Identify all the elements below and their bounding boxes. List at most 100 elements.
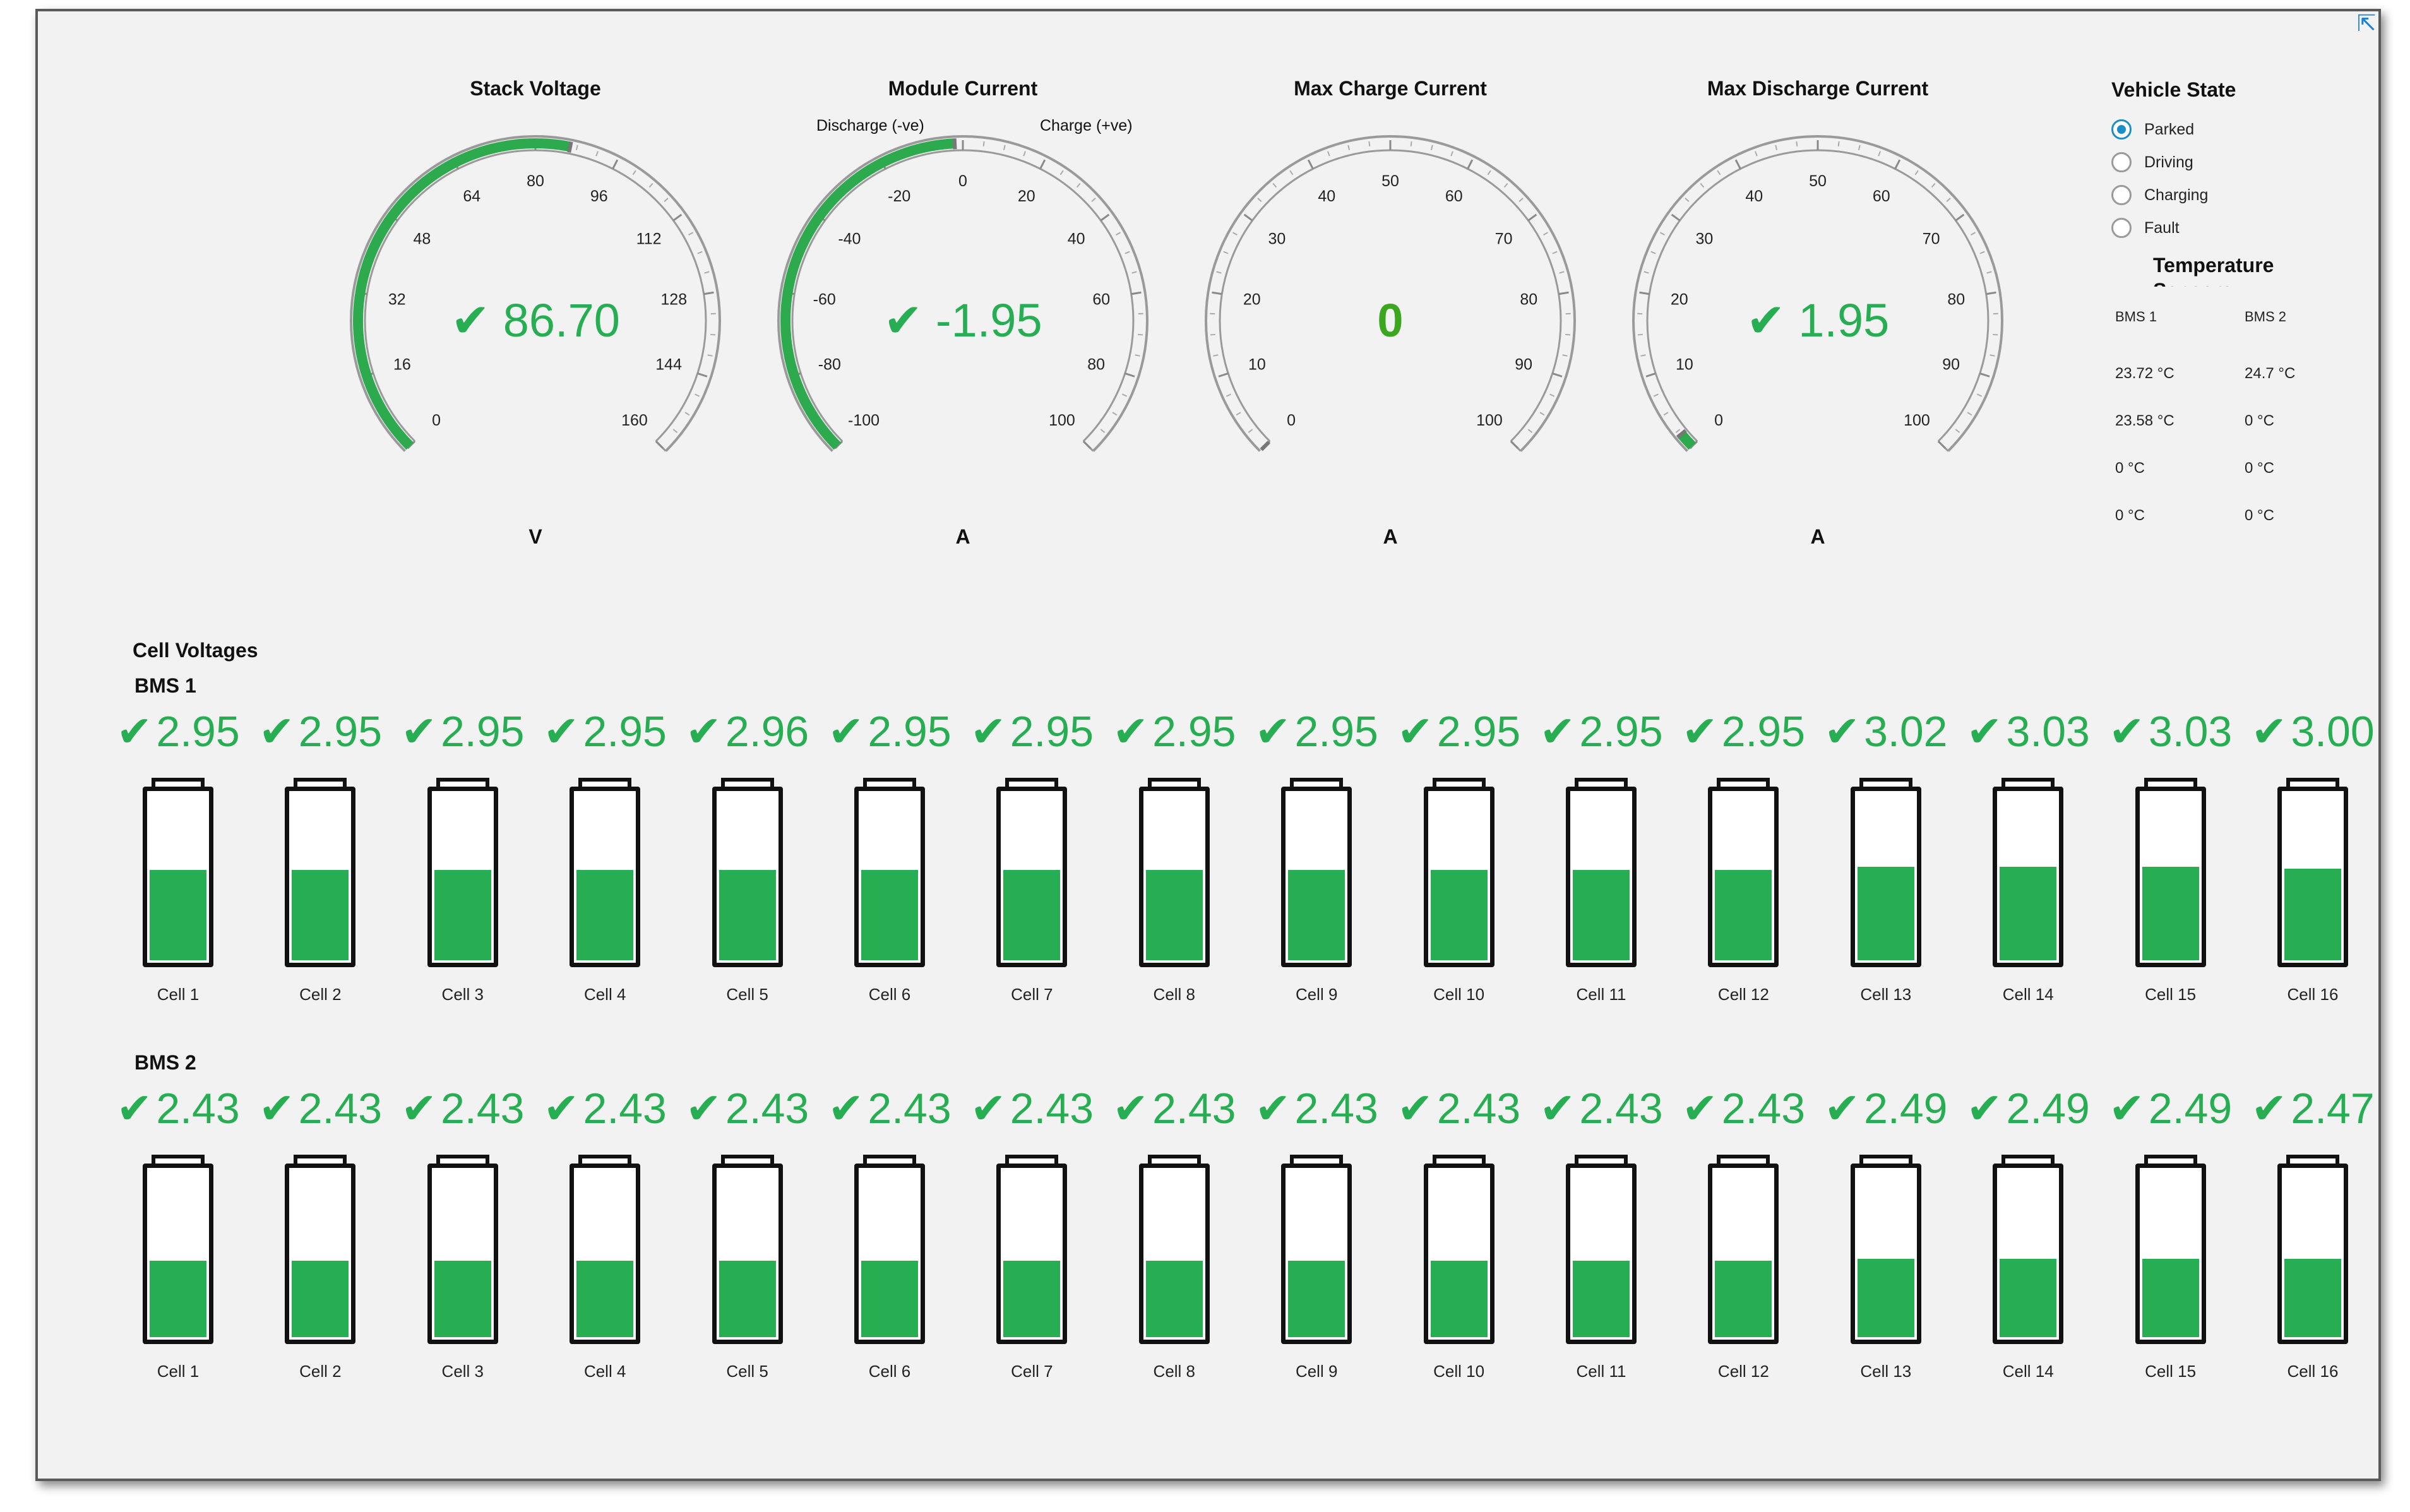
check-icon: ✔	[828, 708, 864, 756]
battery-icon	[1850, 787, 1921, 967]
check-icon: ✔	[1255, 708, 1291, 756]
cell-voltage-number: 2.43	[441, 1085, 525, 1133]
popout-arrow-icon[interactable]: ⇱	[2356, 10, 2377, 36]
max-charge-current-minor-tick	[1213, 354, 1219, 357]
check-icon: ✔	[1824, 1085, 1861, 1133]
max-charge-current-major-tick	[1307, 159, 1314, 170]
battery-level-fill	[2142, 1258, 2199, 1337]
max-discharge-current-major-tick	[1894, 159, 1901, 170]
cell-label: Cell 7	[1011, 1362, 1053, 1381]
cell-label: Cell 9	[1295, 985, 1338, 1004]
module-current-discharge-label: Discharge (-ve)	[816, 117, 924, 134]
radio-option-charging[interactable]: Charging	[2111, 182, 2208, 208]
radio-button[interactable]	[2111, 152, 2132, 172]
max-discharge-current-major-tick	[1955, 213, 1965, 222]
cell-voltage-number: 2.43	[156, 1085, 240, 1133]
stack-voltage-minor-tick	[575, 145, 578, 150]
cell-voltage-value: ✔2.49	[2101, 1084, 2240, 1134]
radio-option-driving[interactable]: Driving	[2111, 150, 2193, 175]
check-icon: ✔	[1255, 1085, 1291, 1133]
cell-voltage-value: ✔2.43	[1390, 1084, 1529, 1134]
radio-option-parked[interactable]: Parked	[2111, 117, 2194, 142]
cell-voltage-value: ✔2.43	[678, 1084, 817, 1134]
battery-terminal	[578, 1155, 632, 1165]
max-charge-current-tick-label: 40	[1318, 188, 1335, 205]
stack-voltage-value: 86.70	[503, 294, 620, 347]
cell-label: Cell 3	[441, 985, 484, 1004]
radio-button[interactable]	[2111, 119, 2132, 140]
module-current-tick-label: 40	[1068, 230, 1085, 248]
battery-icon	[712, 1164, 783, 1344]
module-current-minor-tick	[1023, 151, 1026, 157]
battery-icon	[1281, 787, 1352, 967]
cell-voltage-value: ✔2.95	[1532, 707, 1671, 757]
max-charge-current-minor-tick	[1232, 232, 1238, 236]
module-current-tick-label: 60	[1092, 290, 1110, 308]
max-charge-current-major-tick	[1467, 159, 1474, 170]
check-icon: ✔	[685, 1085, 722, 1133]
module-current-inner-rim	[791, 149, 1135, 442]
cell-voltage-value: ✔2.49	[1959, 1084, 2097, 1134]
stack-voltage-minor-tick	[672, 429, 678, 433]
module-current-minor-tick	[1059, 170, 1064, 176]
battery-icon	[2135, 787, 2206, 967]
stack-voltage-tick-label: 64	[463, 188, 480, 205]
battery-terminal	[1290, 778, 1344, 788]
cell-voltage-value: ✔2.95	[1674, 707, 1813, 757]
cell-voltage-value: ✔2.95	[109, 707, 248, 757]
check-icon: ✔	[451, 294, 503, 347]
radio-option-fault[interactable]: Fault	[2111, 215, 2180, 241]
battery-level-fill	[1003, 870, 1061, 960]
battery-icon	[2277, 787, 2348, 967]
max-discharge-current-value-readout: ✔ 1.95	[1746, 294, 1890, 347]
battery-icon	[285, 787, 356, 967]
temperature-column-header: BMS 2	[2245, 309, 2287, 324]
battery-level-fill	[1003, 1260, 1061, 1337]
battery-level-fill	[292, 1260, 349, 1337]
battery-icon	[2277, 1164, 2348, 1344]
check-icon: ✔	[883, 294, 936, 347]
radio-button[interactable]	[2111, 218, 2132, 238]
module-current-minor-tick	[1003, 145, 1006, 150]
cell-voltage-number: 2.95	[1436, 708, 1521, 756]
module-current-minor-tick	[1076, 182, 1081, 188]
radio-button[interactable]	[2111, 185, 2132, 205]
cell-voltage-value: ✔2.47	[2243, 1084, 2382, 1134]
battery-level-fill	[2142, 867, 2199, 960]
cell-voltage-value: ✔2.95	[1390, 707, 1529, 757]
battery-level-fill	[1145, 1260, 1203, 1337]
module-current-unit: A	[955, 525, 970, 548]
stack-voltage-minor-tick	[595, 151, 599, 157]
cell-label: Cell 1	[157, 985, 200, 1004]
stack-voltage-tick-label: 128	[660, 290, 687, 308]
module-current-tick-label: -80	[818, 356, 841, 374]
max-charge-current-minor-tick	[1503, 182, 1508, 188]
cell-label: Cell 3	[441, 1362, 484, 1381]
battery-icon	[1850, 1164, 1921, 1344]
battery-level-fill	[1715, 1260, 1772, 1337]
battery-terminal	[1147, 1155, 1201, 1165]
check-icon: ✔	[1824, 708, 1861, 756]
cell-voltage-value: ✔2.43	[251, 1084, 390, 1134]
cell-voltage-value: ✔3.03	[2101, 707, 2240, 757]
cell-label: Cell 2	[299, 1362, 342, 1381]
max-charge-current-tick-label: 70	[1495, 230, 1513, 248]
cell-voltage-number: 2.43	[1010, 1085, 1094, 1133]
battery-icon	[1993, 787, 2064, 967]
max-discharge-current-tick-label: 40	[1745, 188, 1763, 205]
max-discharge-current-major-tick	[1937, 440, 1947, 449]
module-current-major-tick	[1100, 213, 1110, 222]
check-icon: ✔	[116, 1085, 153, 1133]
max-discharge-current-title: Max Discharge Current	[1707, 77, 1929, 100]
cell-voltage-number: 2.43	[298, 1085, 383, 1133]
max-charge-current-tick-label: 80	[1520, 290, 1537, 308]
cell-voltage-number: 2.95	[868, 708, 951, 756]
cell-voltage-number: 2.43	[1294, 1085, 1378, 1133]
bms-bank-title: BMS 1	[134, 674, 196, 697]
cell-voltages-title: Cell Voltages	[133, 639, 258, 662]
battery-icon	[996, 1164, 1068, 1344]
cell-voltage-number: 2.43	[1436, 1085, 1521, 1133]
max-discharge-current-minor-tick	[1858, 145, 1861, 150]
cell-label: Cell 15	[2145, 985, 2197, 1004]
cell-voltage-value: ✔2.43	[1247, 1084, 1386, 1134]
